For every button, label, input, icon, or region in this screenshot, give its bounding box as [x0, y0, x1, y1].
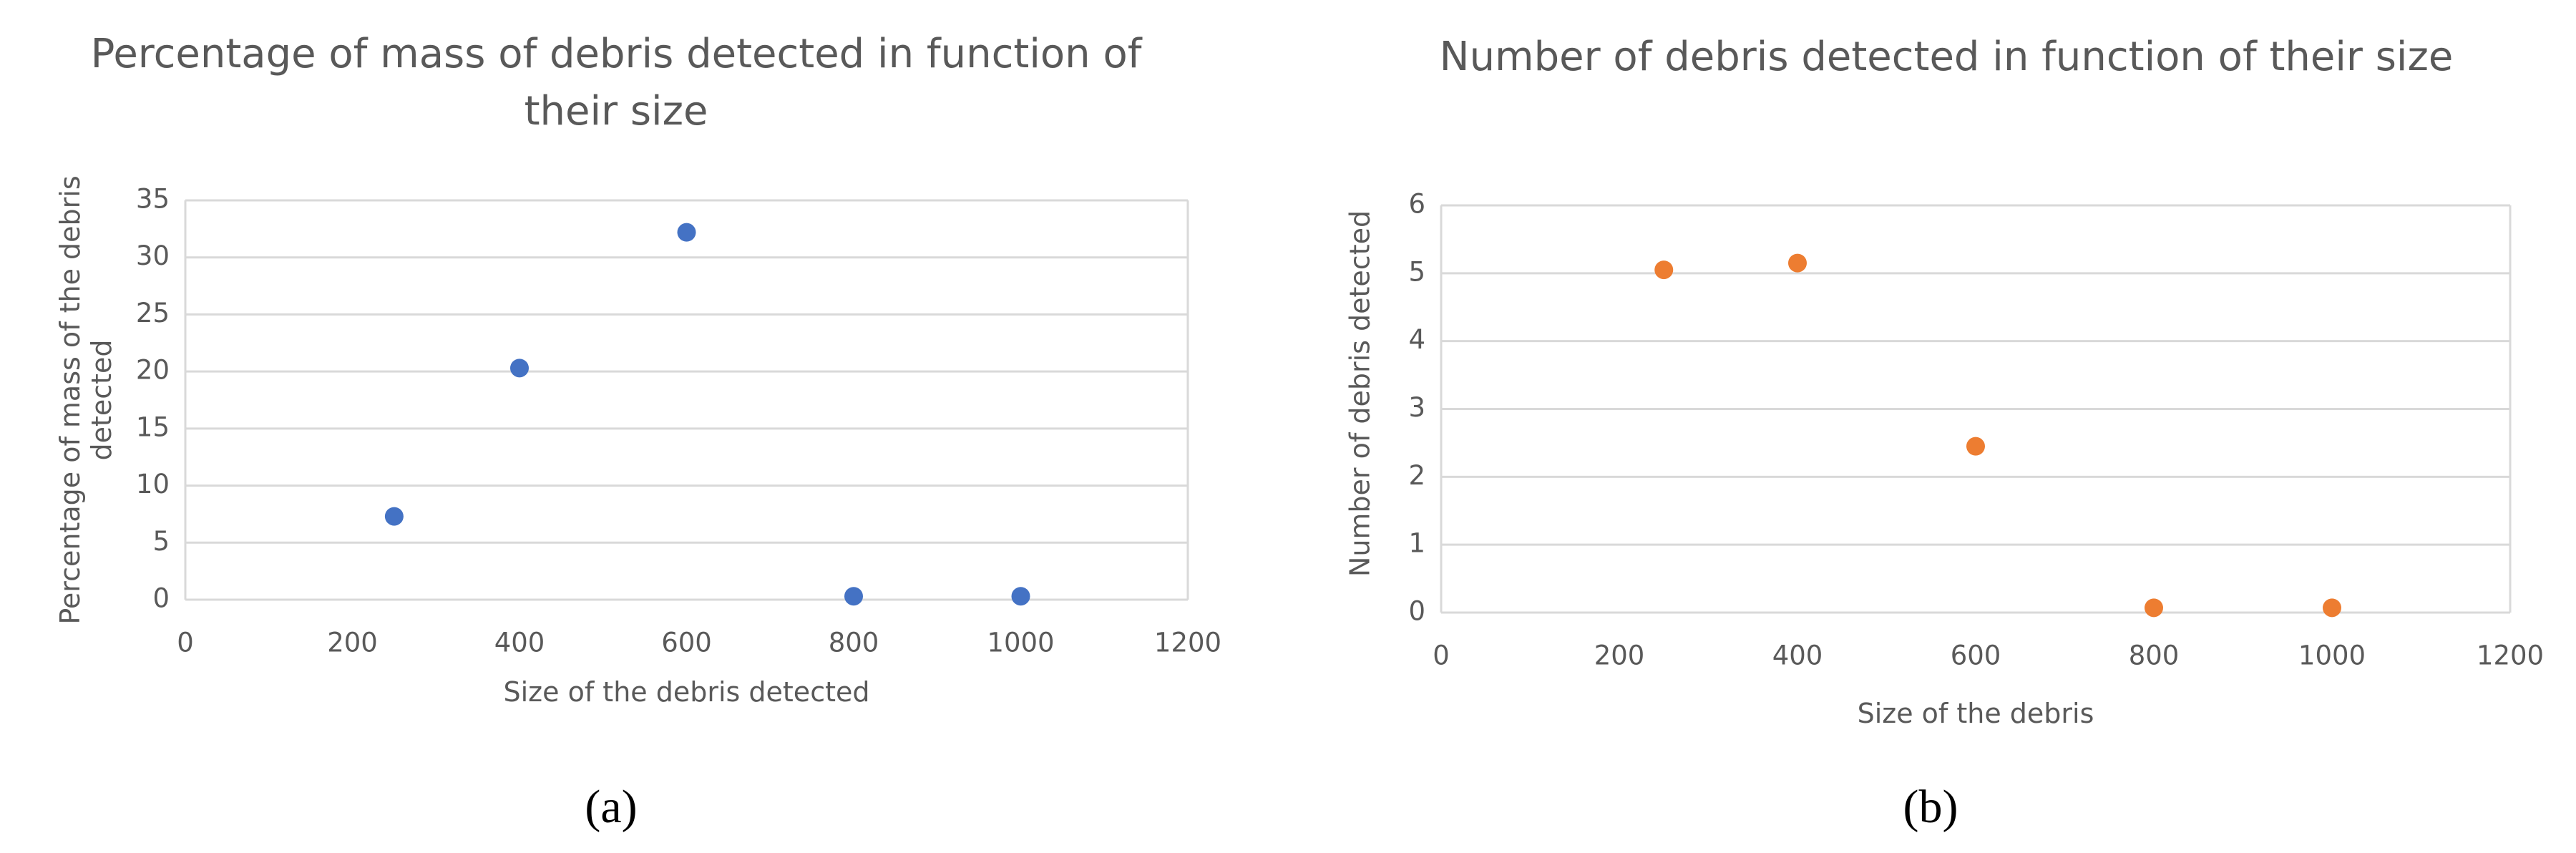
x-tick-label: 400	[494, 628, 545, 658]
y-axis-title: Number of debris detected	[1344, 210, 1375, 577]
x-tick-label: 0	[1433, 640, 1450, 671]
y-tick-label: 30	[136, 240, 170, 271]
x-tick-label: 600	[1951, 640, 2001, 671]
y-tick-label: 5	[152, 526, 170, 557]
y-tick-label: 25	[136, 298, 170, 328]
y-tick-label: 5	[1408, 256, 1425, 287]
point	[677, 223, 696, 242]
y-tick-label: 10	[136, 469, 170, 499]
x-tick-label: 800	[829, 628, 879, 658]
x-tick-label: 1200	[1154, 628, 1221, 658]
x-axis-title: Size of the debris	[1857, 698, 2094, 729]
point	[2323, 598, 2341, 618]
chart-title: Number of debris detected in function of…	[1439, 34, 2454, 80]
x-tick-label: 200	[1594, 640, 1645, 671]
y-tick-label: 2	[1408, 460, 1425, 491]
x-tick-label: 800	[2129, 640, 2180, 671]
point	[1654, 260, 1674, 280]
point	[510, 359, 529, 378]
y-tick-label: 6	[1408, 189, 1425, 220]
x-tick-label: 600	[661, 628, 712, 658]
y-tick-label: 15	[136, 411, 170, 442]
x-tick-label: 1200	[2477, 640, 2544, 671]
point	[844, 587, 863, 606]
x-tick-label: 1000	[987, 628, 1054, 658]
x-tick-label: 0	[177, 628, 194, 658]
y-tick-label: 20	[136, 355, 170, 386]
point	[384, 507, 404, 526]
x-tick-label: 200	[327, 628, 378, 658]
point	[2145, 598, 2163, 618]
y-tick-label: 0	[1408, 596, 1425, 627]
point	[1788, 253, 1807, 273]
y-tick-label: 4	[1408, 324, 1425, 355]
y-tick-label: 3	[1408, 392, 1425, 423]
panel-label: (a)	[585, 781, 638, 833]
chart-title: Percentage of mass of debris detected in…	[90, 31, 1142, 135]
y-axis-title: Percentage of mass of the debris detecte…	[54, 175, 117, 625]
x-tick-label: 400	[1772, 640, 1823, 671]
x-tick-label: 1000	[2298, 640, 2366, 671]
y-tick-label: 35	[136, 184, 170, 215]
y-tick-label: 0	[152, 583, 170, 614]
panel-label: (b)	[1903, 781, 1958, 833]
x-axis-title: Size of the debris detected	[503, 676, 870, 708]
point	[1011, 587, 1030, 606]
point	[1966, 437, 1985, 456]
y-tick-label: 1	[1408, 528, 1425, 559]
